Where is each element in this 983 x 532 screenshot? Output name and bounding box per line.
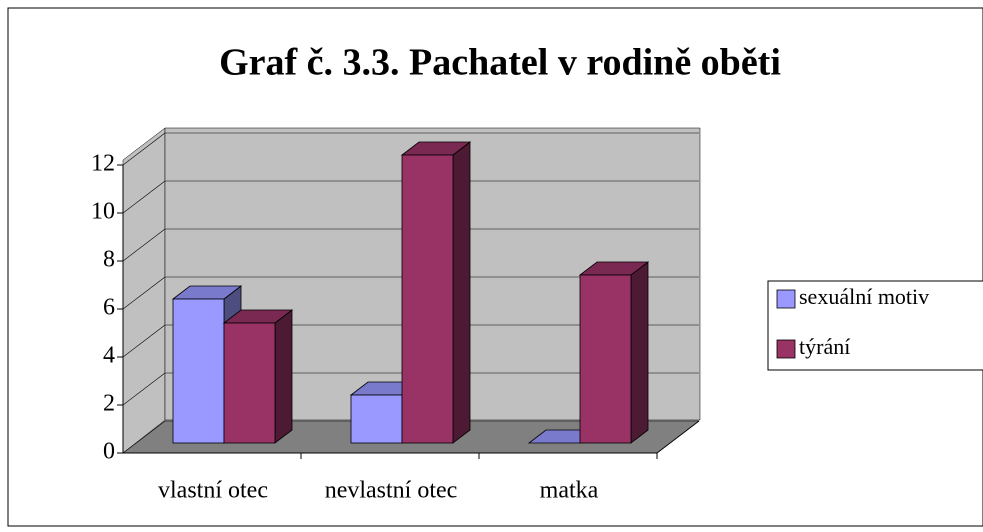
side-wall [122,127,166,454]
x-tick-label: vlastní otec [158,478,268,504]
bar [400,141,472,444]
grid-line [122,228,166,262]
legend-swatch [776,289,796,309]
grid-line [122,180,166,214]
bar [222,309,294,444]
x-axis-depth [656,420,700,454]
bar-front [579,274,632,444]
grid-line [122,132,166,166]
y-tick-label: 6 [103,295,115,321]
bar-side [630,261,649,444]
bar-front [350,394,403,444]
y-tick-label: 12 [91,151,115,177]
grid-line [122,324,166,358]
y-tick-label: 2 [103,391,115,417]
bar-side [452,141,471,444]
y-tick-label: 4 [103,343,115,369]
bar [578,261,650,444]
bar-side [274,309,293,444]
chart-title: Graf č. 3.3. Pachatel v rodině oběti [219,42,781,84]
bar-front [223,322,276,444]
y-tick-label: 0 [103,439,115,465]
grid-line [122,372,166,406]
bar-front [172,298,225,444]
y-tick-label: 10 [91,199,115,225]
grid-line [122,420,166,454]
legend [767,280,983,371]
bar-front [401,154,454,444]
x-tick-label: nevlastní otec [325,478,458,504]
y-tick-label: 8 [103,247,115,273]
grid-line [122,276,166,310]
legend-swatch [776,339,796,359]
legend-label: sexuální motiv [799,284,929,309]
x-tick-label: matka [540,478,599,504]
legend-label: týrání [799,334,850,359]
